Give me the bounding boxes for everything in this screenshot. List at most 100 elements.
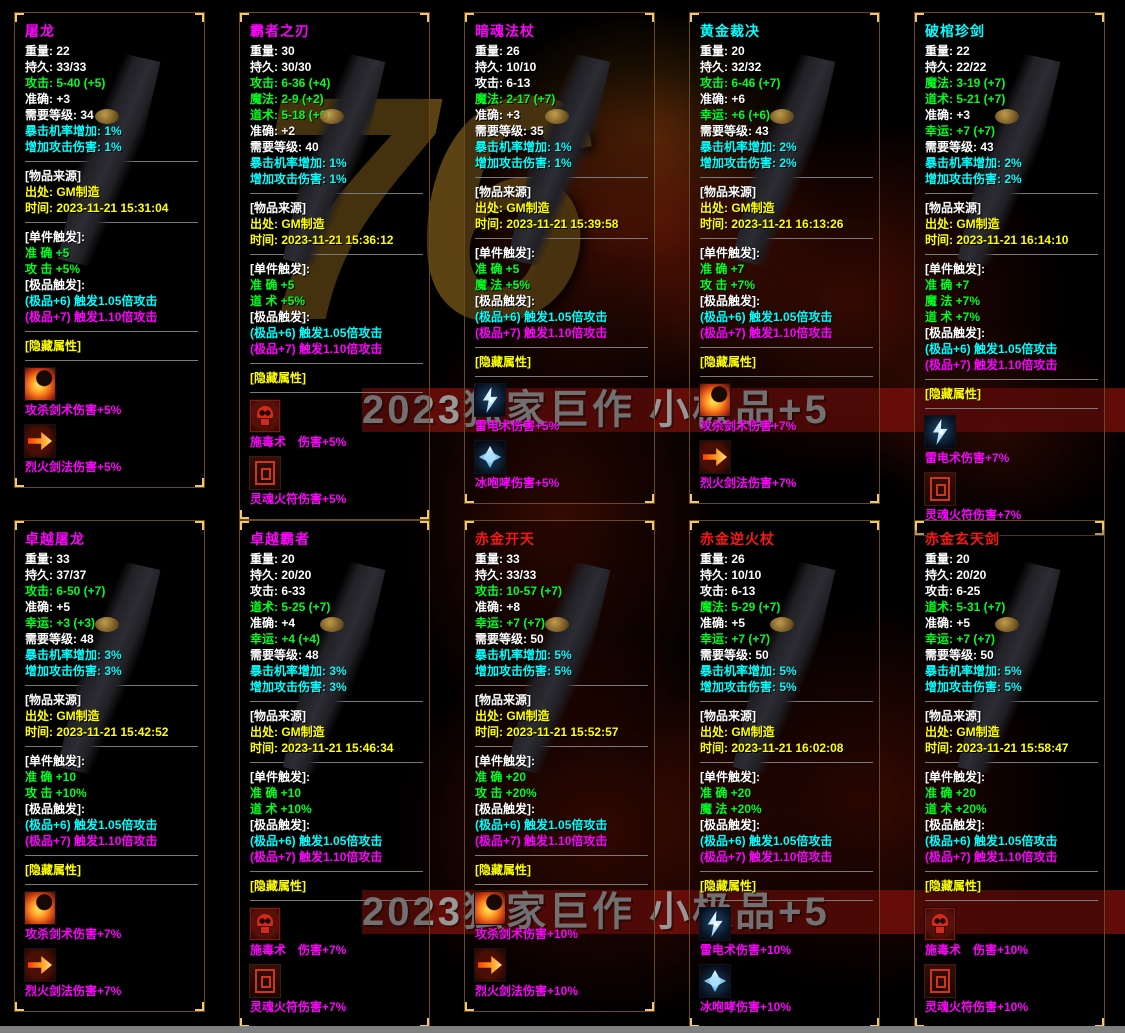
single-trigger-line: 道 术 +20% <box>925 802 987 816</box>
stat-line: 幸运: +3 (+3) <box>25 616 96 630</box>
single-trigger-header: [单件触发]: <box>25 230 85 244</box>
section-divider <box>25 161 198 162</box>
hidden-attr-line: 冰咆哮伤害+10% <box>700 1000 792 1014</box>
time-line: 时间: 2023-11-21 16:14:10 <box>925 233 1069 247</box>
stat-line: 重量: 26 <box>700 552 745 566</box>
single-trigger-line: 准 确 +7 <box>700 262 745 276</box>
poison-skull-icon <box>250 908 280 940</box>
source-line: 出处: GM制造 <box>700 201 775 215</box>
stat-line: 重量: 20 <box>925 552 970 566</box>
single-trigger-line: 准 确 +10 <box>25 770 77 784</box>
stat-line: 准确: +3 <box>925 108 971 122</box>
stat-line: 攻击: 6-13 <box>475 76 531 90</box>
premium-trigger-header: [极品触发]: <box>925 818 985 832</box>
premium-trigger-line: (极品+7) 触发1.10倍攻击 <box>925 358 1058 372</box>
section-divider <box>925 762 1098 763</box>
item-panel: 卓越霸者 重量: 20 持久: 20/20 攻击: 6-33 道术: 5-25 (+7)… <box>239 520 430 1028</box>
section-divider <box>250 762 423 763</box>
hidden-attr-line: 烈火剑法伤害+5% <box>25 460 122 474</box>
section-divider <box>250 701 423 702</box>
section-divider <box>475 347 648 348</box>
stat-line: 道术: 5-21 (+7) <box>925 92 1006 106</box>
hidden-attr-header: [隐藏属性] <box>250 371 306 385</box>
single-trigger-line: 准 确 +20 <box>475 770 527 784</box>
premium-trigger-line: (极品+6) 触发1.05倍攻击 <box>700 310 833 324</box>
single-trigger-line: 准 确 +7 <box>925 278 970 292</box>
top-row-slot: 暗魂法杖 重量: 26 持久: 10/10 攻击: 6-13 魔法: 2-17 (+7)… <box>464 12 655 520</box>
time-line: 时间: 2023-11-21 15:31:04 <box>25 201 169 215</box>
hidden-attr-line: 灵魂火符伤害+5% <box>250 492 347 506</box>
section-divider <box>700 900 873 901</box>
stat-line: 准确: +2 <box>250 124 296 138</box>
stat-line: 道术: 5-31 (+7) <box>925 600 1006 614</box>
single-trigger-header: [单件触发]: <box>700 246 760 260</box>
stat-line: 准确: +5 <box>700 616 746 630</box>
lightning-icon <box>700 908 730 940</box>
stat-line: 持久: 37/37 <box>25 568 87 582</box>
single-trigger-line: 魔 法 +5% <box>475 278 531 292</box>
stat-line: 需要等级: 50 <box>925 648 994 662</box>
section-divider <box>250 900 423 901</box>
section-divider <box>925 701 1098 702</box>
stat-line: 准确: +8 <box>475 600 521 614</box>
source-section-header: [物品来源] <box>700 185 756 199</box>
bottom-edge-strip <box>0 1026 1125 1033</box>
stat-line: 准确: +5 <box>25 600 71 614</box>
stat-line: 攻击: 5-40 (+5) <box>25 76 106 90</box>
premium-trigger-line: (极品+6) 触发1.05倍攻击 <box>925 342 1058 356</box>
item-name: 破棺珍剑 <box>925 23 985 39</box>
hidden-attr-header: [隐藏属性] <box>925 879 981 893</box>
stat-line: 持久: 10/10 <box>475 60 537 74</box>
single-trigger-line: 攻 击 +20% <box>475 786 537 800</box>
premium-trigger-header: [极品触发]: <box>250 818 310 832</box>
source-line: 出处: GM制造 <box>250 725 325 739</box>
fire-crescent-icon <box>25 368 55 400</box>
section-divider <box>925 193 1098 194</box>
source-line: 出处: GM制造 <box>250 217 325 231</box>
hidden-attr-line: 灵魂火符伤害+7% <box>250 1000 347 1014</box>
section-divider <box>250 871 423 872</box>
premium-trigger-line: (极品+7) 触发1.10倍攻击 <box>700 850 833 864</box>
stat-line: 暴击机率增加: 5% <box>475 648 572 662</box>
premium-trigger-line: (极品+6) 触发1.05倍攻击 <box>25 294 158 308</box>
single-trigger-header: [单件触发]: <box>475 246 535 260</box>
premium-trigger-line: (极品+6) 触发1.05倍攻击 <box>250 326 383 340</box>
stat-line: 幸运: +4 (+4) <box>250 632 321 646</box>
panel-grid: 屠龙 重量: 22 持久: 33/33 攻击: 5-40 (+5) 准确: +3 需要等级… <box>14 12 1105 1028</box>
source-section-header: [物品来源] <box>475 693 531 707</box>
stat-line: 持久: 33/33 <box>475 568 537 582</box>
stat-line: 持久: 32/32 <box>700 60 762 74</box>
ice-frost-icon <box>700 965 730 997</box>
stat-line: 需要等级: 34 <box>25 108 94 122</box>
stat-line: 攻击: 10-57 (+7) <box>475 584 563 598</box>
section-divider <box>25 222 198 223</box>
stat-line: 暴击机率增加: 1% <box>475 140 572 154</box>
premium-trigger-line: (极品+7) 触发1.10倍攻击 <box>925 850 1058 864</box>
section-divider <box>925 871 1098 872</box>
premium-trigger-line: (极品+7) 触发1.10倍攻击 <box>250 850 383 864</box>
section-divider <box>475 238 648 239</box>
single-trigger-line: 攻 击 +5% <box>25 262 81 276</box>
single-trigger-header: [单件触发]: <box>250 262 310 276</box>
ice-frost-icon <box>475 441 505 473</box>
section-divider <box>25 685 198 686</box>
single-trigger-line: 准 确 +20 <box>925 786 977 800</box>
stat-line: 持久: 33/33 <box>25 60 87 74</box>
panel-column: 暗魂法杖 重量: 26 持久: 10/10 攻击: 6-13 魔法: 2-17 (+7)… <box>464 12 655 1028</box>
single-trigger-header: [单件触发]: <box>475 754 535 768</box>
stat-line: 暴击机率增加: 2% <box>925 156 1022 170</box>
stat-line: 幸运: +7 (+7) <box>925 124 996 138</box>
stat-line: 攻击: 6-25 <box>925 584 981 598</box>
source-line: 出处: GM制造 <box>925 725 1000 739</box>
source-line: 出处: GM制造 <box>475 201 550 215</box>
premium-trigger-header: [极品触发]: <box>250 310 310 324</box>
section-divider <box>475 855 648 856</box>
stat-line: 魔法: 2-17 (+7) <box>475 92 556 106</box>
section-divider <box>475 376 648 377</box>
single-trigger-line: 准 确 +20 <box>700 786 752 800</box>
lightning-icon <box>475 384 505 416</box>
hidden-attr-line: 雷电术伤害+7% <box>925 451 1010 465</box>
hidden-attr-line: 施毒术 伤害+7% <box>250 943 347 957</box>
stat-line: 幸运: +6 (+6) <box>700 108 771 122</box>
panel-column: 霸者之刃 重量: 30 持久: 30/30 攻击: 6-36 (+4) 魔法: 2-9 … <box>239 12 430 1028</box>
